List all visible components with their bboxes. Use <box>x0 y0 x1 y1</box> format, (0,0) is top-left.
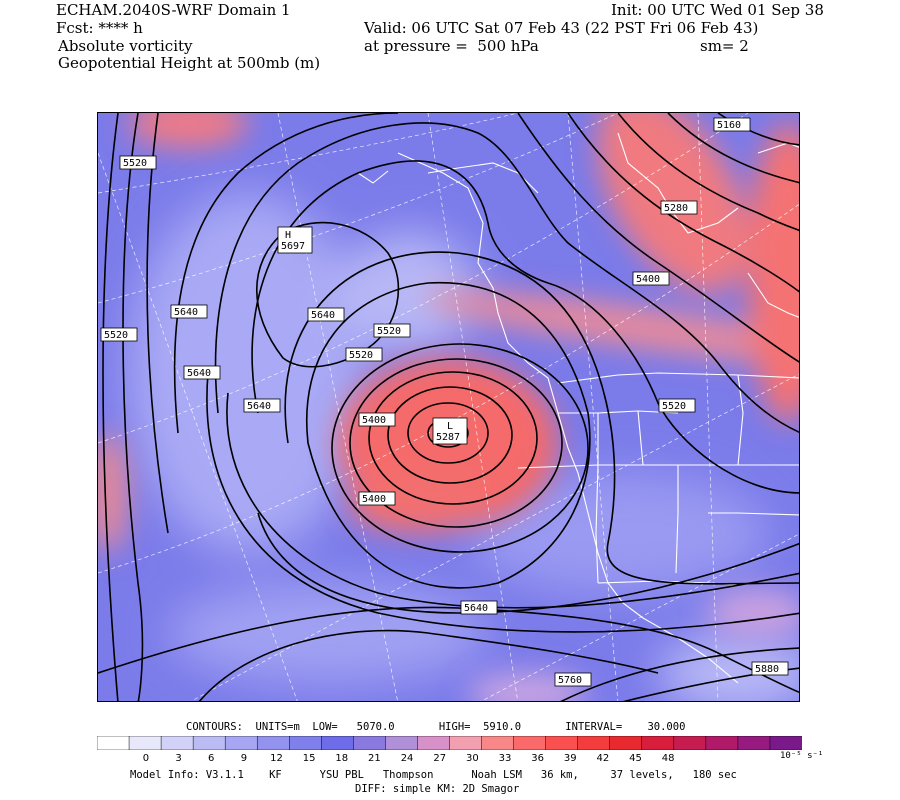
colorbar-swatch <box>673 735 707 751</box>
colorbar-swatch <box>481 735 515 751</box>
colorbar-swatch <box>449 735 483 751</box>
smoothing: sm= 2 <box>700 37 749 55</box>
colorbar-swatch <box>96 735 130 751</box>
lat-lon-grid <box>98 113 799 701</box>
contour-label: 5520 <box>662 401 686 412</box>
colorbar-swatch <box>417 735 451 751</box>
colorbar-tick-label: 39 <box>563 753 577 764</box>
contour-label: 5640 <box>311 310 335 321</box>
contour-label: 5760 <box>558 675 582 686</box>
contour-label: 5400 <box>362 494 386 505</box>
colorbar-swatch <box>769 735 803 751</box>
contour-label: 5400 <box>636 274 660 285</box>
contour-label: 5640 <box>187 368 211 379</box>
init-time: Init: 00 UTC Wed 01 Sep 38 <box>611 1 824 19</box>
contour-label: 5880 <box>755 664 779 675</box>
colorbar-tick-label: 9 <box>240 753 248 764</box>
colorbar-swatch <box>737 735 771 751</box>
colorbar-swatch <box>289 735 323 751</box>
colorbar-tick-label: 48 <box>661 753 675 764</box>
low-pressure-marker: L 5287 <box>432 417 468 445</box>
contour-label: 5520 <box>349 350 373 361</box>
colorbar-swatch <box>513 735 547 751</box>
colorbar-tick-label: 45 <box>629 753 642 764</box>
field-geopotential: Geopotential Height at 500mb (m) <box>58 54 321 72</box>
contour-label: 5520 <box>104 330 128 341</box>
colorbar-swatch <box>192 735 226 751</box>
colorbar-swatch <box>385 735 419 751</box>
contour-label: 5280 <box>664 203 688 214</box>
svg-text:5697: 5697 <box>281 241 305 252</box>
map-borders <box>357 132 799 684</box>
contour-label: 5520 <box>123 158 147 169</box>
colorbar-tick-label: 18 <box>335 753 349 764</box>
contour-label: 5640 <box>247 401 271 412</box>
colorbar-swatch <box>224 735 258 751</box>
colorbar-swatch <box>256 735 291 751</box>
svg-text:H: H <box>285 230 291 241</box>
colorbar-swatch <box>160 735 194 751</box>
contour-label: 5160 <box>717 120 741 131</box>
colorbar-tick-label: 24 <box>400 753 414 764</box>
colorbar-swatch <box>641 735 675 751</box>
valid-time: Valid: 06 UTC Sat 07 Feb 43 (22 PST Fri … <box>364 19 759 37</box>
colorbar-tick-label: 15 <box>302 753 316 764</box>
colorbar-tick-label: 12 <box>270 753 283 764</box>
colorbar-swatch <box>321 735 355 751</box>
contour-labels: 5520 5160 5280 5400 5520 5640 5640 5640 … <box>100 117 789 687</box>
colorbar <box>96 735 803 751</box>
colorbar-tick-label: 3 <box>175 753 182 764</box>
colorbar-tick-label: 0 <box>142 753 150 764</box>
pressure-level: at pressure = 500 hPa <box>364 37 539 55</box>
diff-info: DIFF: simple KM: 2D Smagor <box>355 783 520 795</box>
colorbar-swatch <box>609 735 643 751</box>
colorbar-swatch <box>353 735 387 751</box>
colorbar-tick-label: 6 <box>208 753 215 764</box>
contour-label: 5640 <box>174 307 198 318</box>
model-info: Model Info: V3.1.1 KF YSU PBL Thompson N… <box>130 769 737 781</box>
colorbar-tick-label: 33 <box>498 753 512 764</box>
svg-text:5287: 5287 <box>436 432 460 443</box>
colorbar-tick-label: 21 <box>368 753 381 764</box>
forecast-hour: Fcst: **** h <box>56 19 143 37</box>
colorbar-tick-label: 27 <box>433 753 447 764</box>
colorbar-swatch <box>577 735 611 751</box>
svg-text:L: L <box>447 421 453 432</box>
colorbar-swatch <box>705 735 739 751</box>
colorbar-tick-label: 36 <box>531 753 544 764</box>
contour-label: 5400 <box>362 415 386 426</box>
model-title: ECHAM.2040S-WRF Domain 1 <box>56 1 291 19</box>
colorbar-tick-label: 42 <box>596 753 610 764</box>
field-vorticity: Absolute vorticity <box>58 37 193 55</box>
colorbar-swatch <box>545 735 579 751</box>
weather-map: 5520 5160 5280 5400 5520 5640 5640 5640 … <box>97 112 800 702</box>
high-pressure-marker: H 5697 <box>277 226 313 254</box>
contour-info: CONTOURS: UNITS=m LOW= 5070.0 HIGH= 5910… <box>186 721 686 733</box>
contour-label: 5640 <box>464 603 488 614</box>
colorbar-units: 10⁻⁵ s⁻¹ <box>780 751 824 761</box>
colorbar-tick-label: 30 <box>465 753 479 764</box>
colorbar-swatch <box>128 735 162 751</box>
contour-label: 5520 <box>377 326 401 337</box>
